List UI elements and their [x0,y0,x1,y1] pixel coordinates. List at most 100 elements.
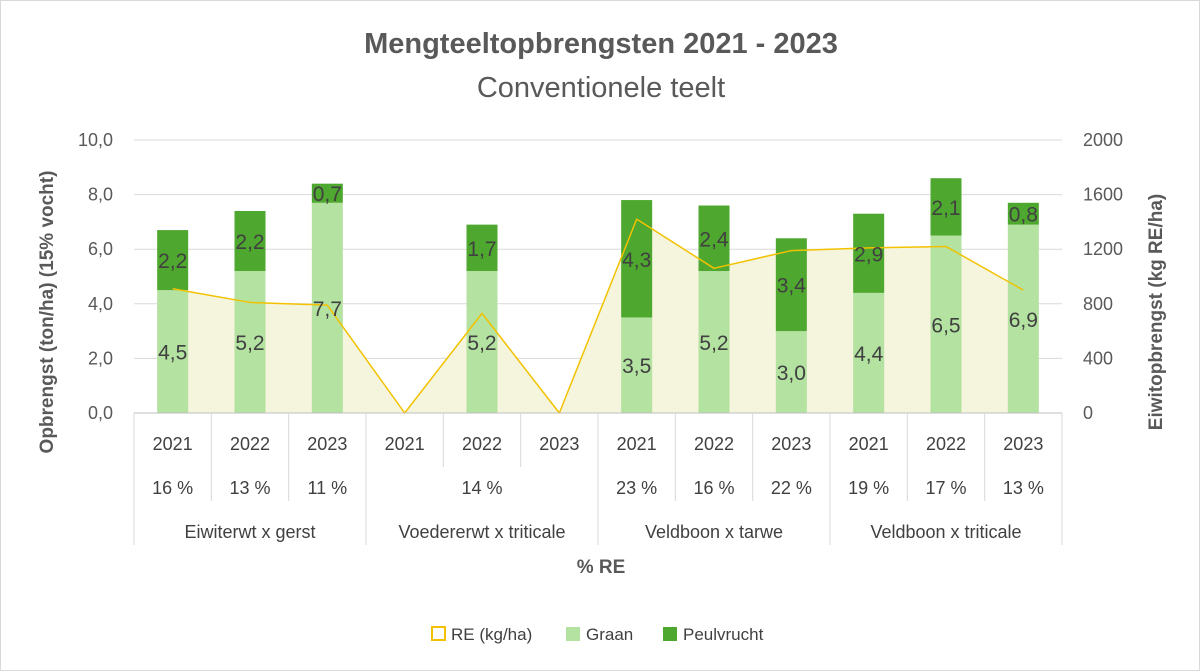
y-axis-right: 0 400 800 1200 1600 2000 [1083,130,1123,423]
category-group-label: Veldboon x triticale [870,522,1021,542]
category-group-label: Voedererwt x triticale [398,522,565,542]
data-label-graan: 5,2 [467,332,496,355]
bar-peulvrucht [234,210,266,272]
bar-peulvrucht [157,230,189,291]
data-label-graan: 3,5 [622,355,651,378]
category-re-label: 14 % [461,478,502,498]
category-re-label: 13 % [229,478,270,498]
legend-label-re: RE (kg/ha) [451,625,532,644]
legend-label-peulvrucht: Peulvrucht [683,625,764,644]
data-label-peulvrucht: 1,7 [467,238,496,261]
data-label-graan: 3,0 [777,362,806,385]
re-line-layer [172,218,1024,414]
bar-peulvrucht [775,238,807,332]
bar-graan [775,331,807,413]
category-year-label: 2021 [385,434,425,454]
bar-peulvrucht [1007,202,1039,225]
category-year-label: 2023 [771,434,811,454]
category-re-label: 19 % [848,478,889,498]
y2-tick-label: 1600 [1083,185,1123,205]
re-area-layer [172,219,1024,413]
bar-peulvrucht [930,178,962,236]
category-year-label: 2022 [462,434,502,454]
data-label-graan: 5,2 [699,332,728,355]
y2-tick-label: 800 [1083,294,1113,314]
data-label-graan: 6,5 [931,314,960,337]
bar-graan [930,235,962,413]
bar-peulvrucht [853,213,885,293]
data-label-layer: 4,5 2,2 5,2 2,2 7,7 0,7 5,2 1,7 3,5 4,3 5,2 2,4 3,0 3… [158,183,1038,385]
bar-layer [157,178,1039,413]
category-group-label: Veldboon x tarwe [645,522,783,542]
re-line [172,218,1024,414]
category-re-label: 16 % [152,478,193,498]
bar-graan [1007,224,1039,413]
bar-graan [311,202,343,413]
re-area [172,219,1024,413]
chart-title: Mengteeltopbrengsten 2021 - 2023 [364,28,838,60]
bar-peulvrucht [698,205,730,272]
y2-tick-label: 2000 [1083,130,1123,150]
data-label-graan: 7,7 [313,298,342,321]
legend-label-graan: Graan [586,625,633,644]
category-re-label: 17 % [925,478,966,498]
data-label-peulvrucht: 0,8 [1009,204,1038,227]
category-year-label: 2022 [694,434,734,454]
bar-peulvrucht [311,183,343,203]
x-axis-categories: 2021 2022 2023 16 % 13 % 11 % Eiwiterwt x gers… [133,412,1063,545]
chart-subtitle: Conventionele teelt [477,72,725,104]
data-label-peulvrucht: 2,2 [235,231,264,254]
legend-swatch-re [431,626,446,641]
data-label-peulvrucht: 4,3 [622,249,651,272]
y-tick-label: 4,0 [88,294,113,314]
data-label-graan: 5,2 [235,332,264,355]
category-year-label: 2021 [849,434,889,454]
bar-graan [853,292,885,413]
data-label-peulvrucht: 2,9 [854,243,883,266]
legend-swatch-graan [566,627,580,641]
y-tick-label: 10,0 [78,130,113,150]
bar-graan [234,271,266,413]
y2-tick-label: 1200 [1083,239,1123,259]
category-year-label: 2023 [307,434,347,454]
y-axis-title: Opbrengst (ton/ha) (15% vocht) [37,171,58,454]
bar-peulvrucht [466,224,498,272]
bar-graan [466,271,498,413]
y-axis-left: 0,0 2,0 4,0 6,0 8,0 10,0 [78,130,113,423]
x-axis-title: % RE [577,557,626,578]
y-tick-label: 2,0 [88,348,113,368]
bar-graan [157,290,189,413]
category-year-label: 2023 [539,434,579,454]
legend: RE (kg/ha) Graan Peulvrucht [431,625,764,644]
data-label-peulvrucht: 2,1 [931,197,960,220]
data-label-graan: 4,5 [158,342,187,365]
category-re-label: 23 % [616,478,657,498]
y-tick-label: 0,0 [88,403,113,423]
legend-swatch-peulvrucht [663,627,677,641]
bar-graan [621,317,653,413]
data-label-graan: 4,4 [854,343,884,366]
category-year-label: 2021 [153,434,193,454]
data-label-peulvrucht: 2,2 [158,250,187,273]
data-label-graan: 6,9 [1009,309,1038,332]
category-re-label: 11 % [307,478,347,498]
y2-axis-title: Eiwitopbrengst (kg RE/ha) [1146,194,1167,430]
y-tick-label: 8,0 [88,185,113,205]
data-label-peulvrucht: 2,4 [699,228,729,251]
y-tick-label: 6,0 [88,239,113,259]
y2-tick-label: 0 [1083,403,1093,423]
category-year-label: 2022 [926,434,966,454]
category-re-label: 22 % [771,478,812,498]
category-re-label: 13 % [1003,478,1044,498]
bar-graan [698,271,730,413]
category-year-label: 2022 [230,434,270,454]
data-label-peulvrucht: 0,7 [313,183,342,206]
category-group-label: Eiwiterwt x gerst [184,522,315,542]
data-label-peulvrucht: 3,4 [777,275,807,298]
category-re-label: 16 % [693,478,734,498]
category-year-label: 2023 [1003,434,1043,454]
category-year-label: 2021 [617,434,657,454]
y2-tick-label: 400 [1083,348,1113,368]
